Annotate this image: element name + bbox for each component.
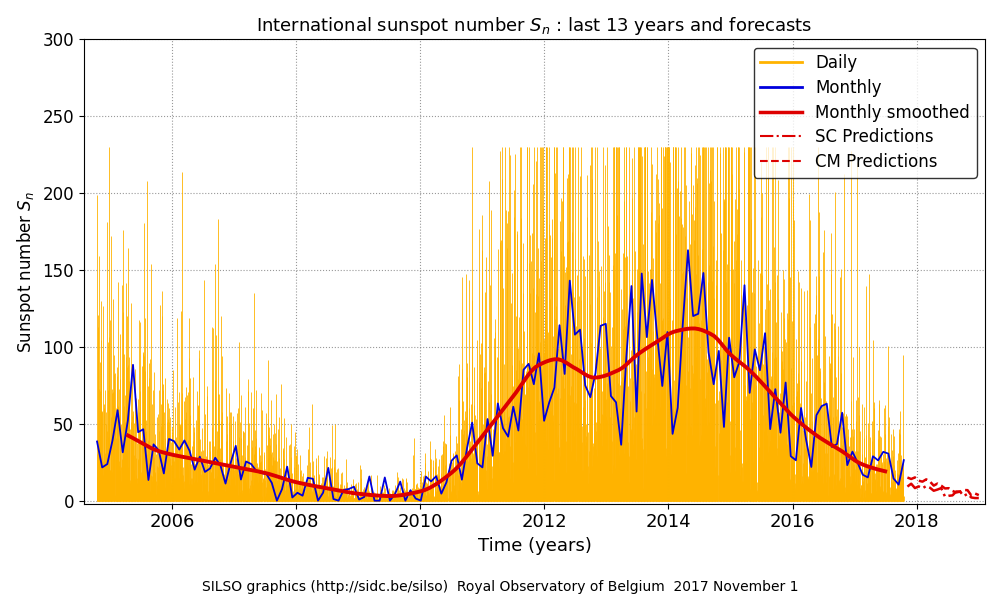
Text: SILSO graphics (http://sidc.be/silso)  Royal Observatory of Belgium  2017 Novemb: SILSO graphics (http://sidc.be/silso) Ro… [202,580,798,594]
X-axis label: Time (years): Time (years) [478,537,591,555]
Y-axis label: Sunspot number $S_{n}$: Sunspot number $S_{n}$ [15,190,37,353]
Title: International sunspot number $S_{n}$ : last 13 years and forecasts: International sunspot number $S_{n}$ : l… [256,15,813,37]
Legend: Daily, Monthly, Monthly smoothed, SC Predictions, CM Predictions: Daily, Monthly, Monthly smoothed, SC Pre… [754,47,977,178]
